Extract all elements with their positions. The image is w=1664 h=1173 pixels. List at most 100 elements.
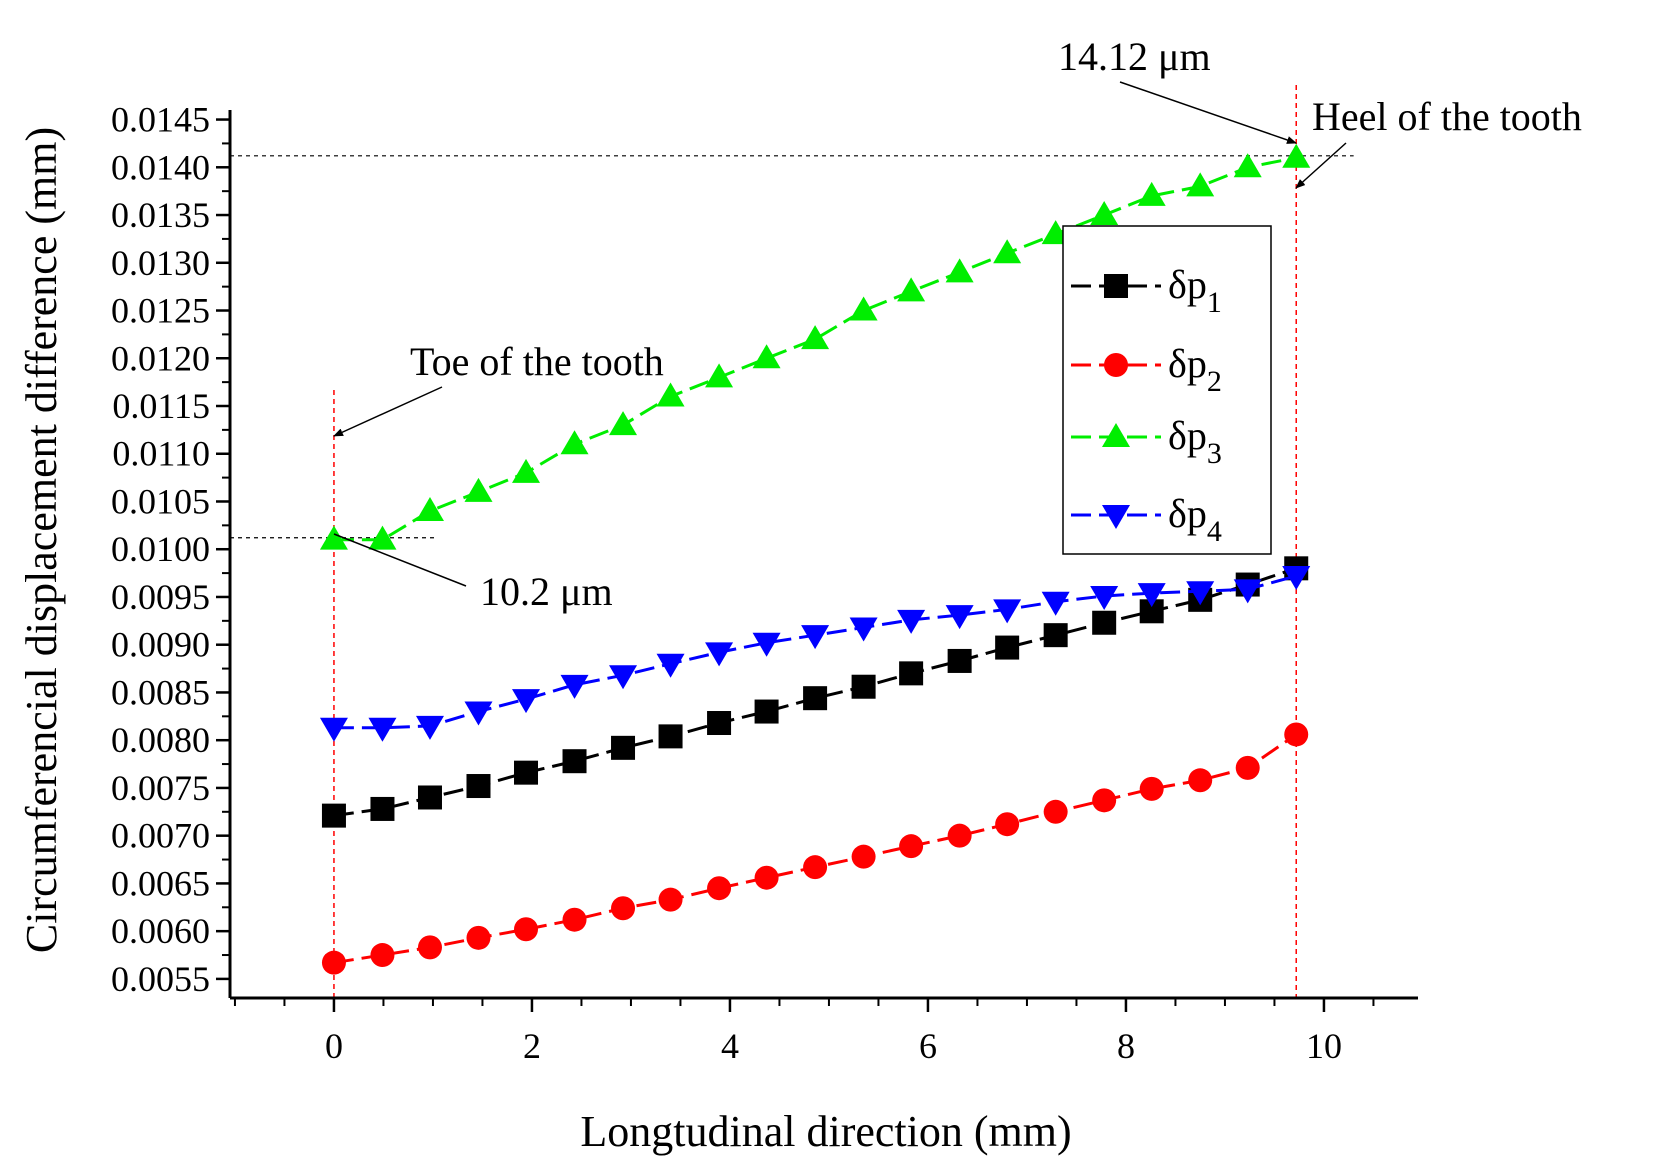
data-point-2 bbox=[562, 907, 587, 932]
legend-marker-1 bbox=[1104, 274, 1128, 298]
data-point-1 bbox=[803, 686, 828, 711]
series-layer bbox=[319, 143, 1311, 975]
toe-annotation: Toe of the tooth bbox=[410, 339, 664, 384]
data-point-4 bbox=[1137, 583, 1166, 608]
data-point-3 bbox=[1282, 143, 1311, 168]
data-point-4 bbox=[512, 689, 541, 714]
legend-item-2: δp2 bbox=[1071, 341, 1222, 398]
x-tick-label: 8 bbox=[1117, 1026, 1135, 1066]
data-point-3 bbox=[415, 497, 444, 522]
data-point-4 bbox=[656, 653, 685, 678]
y-tick-label: 0.0095 bbox=[111, 577, 210, 617]
data-point-4 bbox=[464, 701, 493, 726]
y-tick-label: 0.0100 bbox=[111, 529, 210, 569]
y-tick-label: 0.0055 bbox=[111, 959, 210, 999]
data-point-4 bbox=[752, 632, 781, 657]
data-point-1 bbox=[658, 724, 683, 749]
legend-name-3: δp bbox=[1168, 413, 1207, 458]
data-point-2 bbox=[321, 950, 346, 975]
data-point-4 bbox=[415, 715, 444, 740]
data-point-1 bbox=[514, 760, 539, 785]
data-point-2 bbox=[611, 896, 636, 921]
data-point-3 bbox=[464, 477, 493, 502]
data-point-3 bbox=[705, 363, 734, 388]
series-3 bbox=[319, 143, 1311, 550]
legend-item-1: δp1 bbox=[1071, 262, 1222, 319]
annotations: Toe of the tooth Heel of the tooth 10.2 … bbox=[333, 34, 1582, 614]
series-2 bbox=[321, 722, 1309, 975]
data-point-1 bbox=[370, 796, 395, 821]
data-point-2 bbox=[1092, 788, 1117, 813]
min-value-leader bbox=[333, 533, 467, 587]
x-tick-label: 10 bbox=[1306, 1026, 1342, 1066]
data-point-2 bbox=[1139, 776, 1164, 801]
data-point-2 bbox=[947, 823, 972, 848]
data-point-4 bbox=[897, 609, 926, 634]
y-tick-label: 0.0105 bbox=[111, 481, 210, 521]
y-tick-label: 0.0110 bbox=[112, 434, 210, 474]
data-point-1 bbox=[1092, 610, 1117, 635]
data-point-3 bbox=[801, 325, 830, 350]
data-point-4 bbox=[849, 617, 878, 642]
data-point-4 bbox=[609, 665, 638, 690]
data-point-2 bbox=[370, 943, 395, 968]
data-point-3 bbox=[560, 430, 589, 455]
data-point-2 bbox=[466, 925, 491, 950]
data-point-3 bbox=[752, 344, 781, 369]
y-tick-label: 0.0130 bbox=[111, 243, 210, 283]
data-point-1 bbox=[851, 674, 876, 699]
data-point-1 bbox=[899, 661, 924, 686]
data-point-1 bbox=[754, 699, 779, 724]
y-tick-label: 0.0075 bbox=[111, 768, 210, 808]
y-tick-label: 0.0120 bbox=[111, 338, 210, 378]
legend-sub-2: 2 bbox=[1207, 365, 1222, 398]
data-point-4 bbox=[705, 642, 734, 667]
data-point-4 bbox=[560, 674, 589, 699]
data-point-2 bbox=[754, 865, 779, 890]
data-point-2 bbox=[995, 812, 1020, 837]
legend-label-4: δp4 bbox=[1168, 491, 1222, 548]
heel-annotation: Heel of the tooth bbox=[1312, 94, 1582, 139]
x-tick-label: 0 bbox=[325, 1026, 343, 1066]
series-1 bbox=[321, 556, 1309, 828]
data-point-1 bbox=[562, 749, 587, 774]
data-point-3 bbox=[656, 382, 685, 407]
data-point-3 bbox=[512, 458, 541, 483]
legend-marker-4 bbox=[1102, 505, 1130, 529]
y-tick-label: 0.0090 bbox=[111, 625, 210, 665]
data-point-1 bbox=[707, 711, 732, 736]
series-line-3 bbox=[333, 156, 1297, 542]
data-point-2 bbox=[1043, 799, 1068, 824]
max-value-annotation: 14.12 μm bbox=[1058, 34, 1211, 79]
x-tick-label: 2 bbox=[523, 1026, 541, 1066]
data-point-2 bbox=[899, 834, 924, 859]
legend-item-3: δp3 bbox=[1071, 413, 1222, 470]
legend-sub-4: 4 bbox=[1207, 515, 1222, 548]
data-point-4 bbox=[1282, 565, 1311, 590]
legend-name-1: δp bbox=[1168, 262, 1207, 307]
y-tick-label: 0.0070 bbox=[111, 816, 210, 856]
data-point-2 bbox=[417, 935, 442, 960]
y-tick-label: 0.0085 bbox=[111, 672, 210, 712]
series-4 bbox=[319, 565, 1311, 742]
y-tick-label: 0.0115 bbox=[112, 386, 210, 426]
data-point-4 bbox=[319, 717, 348, 742]
reference-lines bbox=[230, 85, 1354, 998]
data-point-3 bbox=[1233, 153, 1262, 178]
max-value-arrow bbox=[1119, 81, 1297, 144]
data-point-4 bbox=[1233, 579, 1262, 604]
data-point-1 bbox=[1043, 623, 1068, 648]
data-point-1 bbox=[417, 785, 442, 810]
legend-marker-3 bbox=[1102, 423, 1130, 447]
data-point-3 bbox=[897, 277, 926, 302]
data-point-3 bbox=[609, 411, 638, 436]
legend-label-1: δp1 bbox=[1168, 262, 1222, 319]
y-tick-label: 0.0060 bbox=[111, 911, 210, 951]
legend: δp1 δp2 δp3 δp4 bbox=[1062, 225, 1272, 555]
axes: 0.0055 0.0060 0.0065 0.0070 0.0075 0.0080 0.00… bbox=[111, 100, 1418, 1066]
legend-label-2: δp2 bbox=[1168, 341, 1222, 398]
data-point-2 bbox=[514, 917, 539, 942]
data-point-2 bbox=[1235, 755, 1260, 780]
data-point-4 bbox=[993, 599, 1022, 624]
y-tick-label: 0.0140 bbox=[111, 147, 210, 187]
